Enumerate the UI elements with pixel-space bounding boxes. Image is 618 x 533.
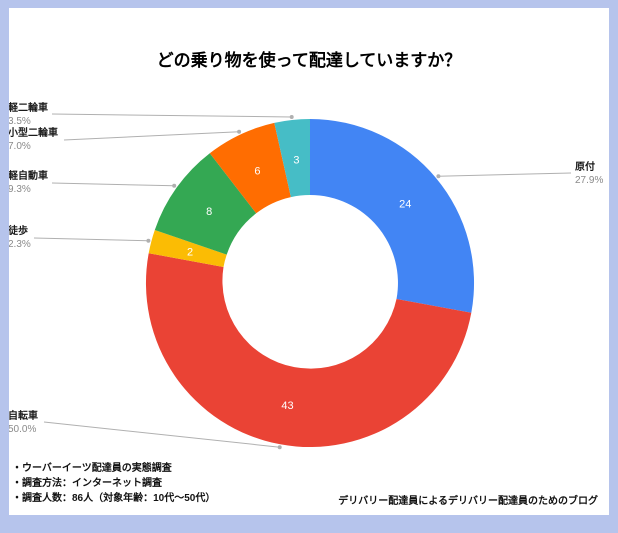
pie-slice-6 bbox=[274, 118, 310, 198]
note-line: ・ウーバーイーツ配達員の実態調査 bbox=[12, 463, 172, 474]
slice-value: 43 bbox=[281, 400, 293, 412]
leader-dot bbox=[237, 129, 242, 134]
chart-title: どの乗り物を使って配達していますか？ bbox=[156, 51, 462, 70]
slice-percent: 27.9% bbox=[575, 175, 604, 186]
pie-slice-4 bbox=[154, 153, 257, 255]
credit-text: デリバリー配達員によるデリバリー配達員のためのブログ bbox=[338, 496, 598, 507]
leader-dot bbox=[277, 445, 282, 450]
slice-percent: 7.0% bbox=[8, 141, 31, 152]
slice-percent: 50.0% bbox=[8, 424, 37, 435]
slice-value: 6 bbox=[254, 166, 260, 178]
survey-notes: ・ウーバーイーツ配達員の実態調査 ・調査方法：インターネット調査・調査人数：86人… bbox=[12, 461, 215, 506]
slice-percent: 9.3% bbox=[8, 184, 31, 195]
pie-slice-3 bbox=[148, 230, 227, 267]
leader-line bbox=[51, 182, 175, 187]
slice-value: 8 bbox=[206, 206, 212, 218]
slice-value: 2 bbox=[187, 247, 193, 259]
slice-name: 軽自動車 bbox=[8, 171, 48, 182]
slice-percent: 3.5% bbox=[8, 116, 31, 127]
slice-label: 徒歩 2.3% bbox=[8, 225, 31, 251]
pie-slice-1 bbox=[310, 118, 475, 313]
leader-line bbox=[33, 237, 149, 242]
slice-label: 小型二輪車 7.0% bbox=[8, 127, 58, 153]
slice-name: 徒歩 bbox=[8, 226, 28, 237]
slice-name: 小型二輪車 bbox=[8, 128, 58, 139]
leader-dot bbox=[172, 183, 177, 188]
slice-label: 原付 27.9% bbox=[575, 161, 603, 187]
leader-line bbox=[63, 131, 240, 141]
slice-label: 軽二輪車 3.5% bbox=[8, 102, 48, 128]
slice-label: 軽自動車 9.3% bbox=[8, 170, 48, 196]
slice-name: 自転車 bbox=[8, 411, 38, 422]
slice-percent: 2.3% bbox=[8, 239, 31, 250]
leader-dot bbox=[436, 174, 441, 179]
pie-slice-2 bbox=[145, 253, 472, 448]
note-line: ・調査人数：86人（対象年齢：10代～50代） bbox=[12, 493, 216, 504]
slice-value: 3 bbox=[293, 155, 299, 167]
slice-label: 自転車 50.0% bbox=[8, 410, 38, 436]
slice-name: 軽二輪車 bbox=[8, 103, 48, 114]
note-line: ・調査方法：インターネット調査 bbox=[12, 478, 162, 489]
leader-line bbox=[438, 172, 572, 177]
slice-value: 24 bbox=[399, 199, 411, 211]
leader-line bbox=[51, 113, 292, 118]
leader-dot bbox=[146, 238, 151, 243]
leader-line bbox=[43, 421, 280, 448]
leader-dot bbox=[289, 115, 294, 119]
pie-slice-5 bbox=[209, 122, 291, 214]
slice-name: 原付 bbox=[575, 162, 595, 173]
